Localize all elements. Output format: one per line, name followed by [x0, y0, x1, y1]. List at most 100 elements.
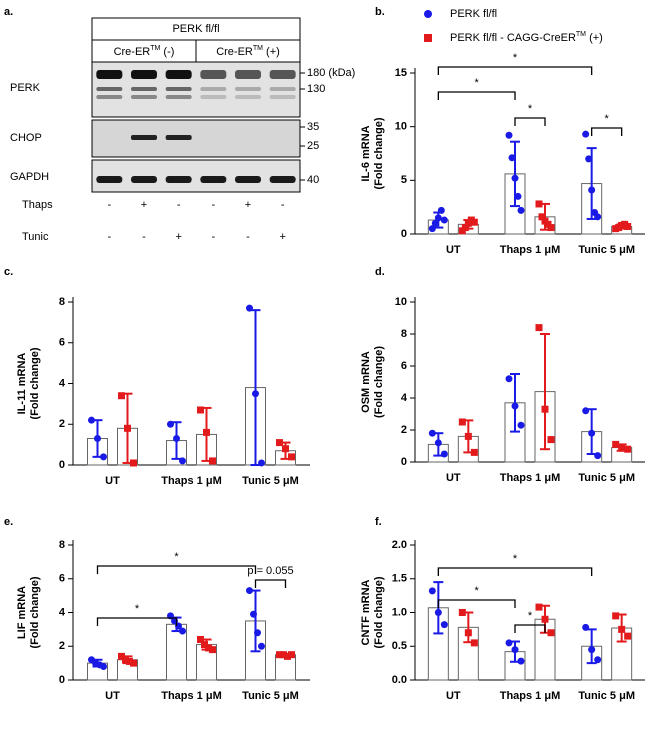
significance-bracket: [437, 599, 516, 608]
significance-bracket: [437, 66, 593, 75]
x-tick-label: Tunic 5 μM: [578, 244, 635, 256]
data-point: [254, 629, 261, 637]
data-point: [280, 651, 287, 659]
data-point: [624, 222, 632, 230]
significance-bracket: [96, 565, 257, 574]
y-axis-label: IL-11 mRNA(Fold change): [16, 347, 41, 419]
data-point: [428, 429, 436, 437]
band: [96, 95, 123, 99]
group-label: Cre-ERTM (+): [216, 45, 280, 58]
y-axis-label-line: OSM mRNA: [360, 351, 372, 413]
data-point: [588, 186, 596, 194]
treatment-sign: -: [107, 199, 111, 211]
band: [269, 176, 296, 183]
band: [165, 95, 192, 99]
significance-label: *: [135, 603, 140, 615]
data-point: [464, 629, 472, 637]
data-point: [470, 639, 478, 647]
band: [235, 95, 261, 99]
legend-label-part: PERK fl/fl: [450, 8, 497, 20]
marker-label: 35: [307, 121, 319, 133]
significance-label: *: [605, 113, 610, 125]
data-point: [594, 213, 602, 221]
x-tick-label: Thaps 1 μM: [500, 690, 561, 702]
data-point: [618, 444, 626, 452]
data-point: [464, 432, 472, 440]
x-tick-label: UT: [446, 472, 461, 484]
y-tick-label: 8: [59, 539, 65, 551]
data-point: [618, 625, 626, 633]
data-point: [197, 406, 204, 414]
data-point: [517, 421, 525, 429]
significance-bracket: [437, 91, 516, 100]
y-tick-label: 15: [395, 67, 407, 79]
data-point: [541, 615, 549, 623]
y-axis-label-line: IL-11 mRNA: [16, 353, 28, 415]
data-point: [470, 448, 478, 456]
data-point: [511, 402, 519, 410]
y-tick-label: 0: [401, 456, 407, 468]
y-tick-label: 10: [395, 296, 407, 308]
treatment-label: Thaps: [22, 199, 53, 211]
band: [131, 135, 157, 140]
data-point: [246, 587, 253, 595]
data-point: [205, 644, 212, 652]
data-point: [437, 206, 445, 214]
x-tick-label: Tunic 5 μM: [578, 690, 635, 702]
group-label: Cre-ERTM (-): [114, 45, 175, 58]
data-point: [594, 656, 602, 664]
y-tick-label: 6: [401, 360, 407, 372]
significance-label: *: [174, 551, 179, 563]
data-point: [179, 457, 186, 465]
y-tick-label: 1.5: [392, 573, 407, 585]
data-point: [535, 200, 543, 208]
marker-label: 130: [307, 83, 325, 95]
band: [165, 87, 192, 91]
data-point: [440, 621, 448, 629]
y-tick-label: 4: [401, 392, 408, 404]
data-point: [470, 218, 478, 226]
y-axis-label: OSM mRNA(Fold change): [360, 346, 385, 418]
data-point: [585, 155, 593, 163]
data-point: [624, 632, 632, 640]
data-point: [88, 416, 95, 424]
data-point: [250, 610, 257, 618]
data-point: [505, 375, 513, 383]
significance-label: p = 0.055: [247, 565, 293, 577]
panel-label: c.: [4, 266, 13, 278]
panel-label: a.: [4, 6, 13, 18]
data-point: [505, 639, 513, 647]
data-point: [258, 459, 265, 467]
data-point: [203, 428, 210, 436]
significance-label: *: [513, 553, 518, 565]
data-point: [118, 392, 125, 400]
x-tick-label: UT: [446, 244, 461, 256]
y-axis-label-line: (Fold change): [29, 576, 41, 648]
legend-marker: [424, 34, 432, 42]
legend-label: PERK fl/fl - CAGG-CreERTM (+): [450, 31, 603, 44]
group-label-part: TM: [150, 45, 160, 52]
data-point: [209, 646, 216, 654]
data-point: [276, 439, 283, 447]
treatment-sign: +: [245, 199, 251, 211]
band: [269, 87, 296, 91]
data-point: [431, 219, 439, 227]
panel-label: b.: [375, 6, 385, 18]
data-point: [511, 174, 519, 182]
band: [96, 176, 123, 183]
data-point: [201, 641, 208, 649]
band: [165, 135, 192, 140]
blot-panel: [91, 61, 301, 118]
group-label-part: (+): [263, 46, 280, 58]
y-tick-label: 0: [59, 674, 65, 686]
y-tick-label: 0.0: [392, 674, 407, 686]
data-point: [535, 603, 543, 611]
y-tick-label: 5: [401, 174, 407, 186]
y-axis-label-line: (Fold change): [373, 576, 385, 648]
band: [200, 70, 227, 79]
data-point: [276, 651, 283, 659]
band: [269, 70, 296, 79]
data-point: [582, 407, 590, 415]
y-tick-label: 2: [59, 418, 65, 430]
panel-label: d.: [375, 266, 385, 278]
